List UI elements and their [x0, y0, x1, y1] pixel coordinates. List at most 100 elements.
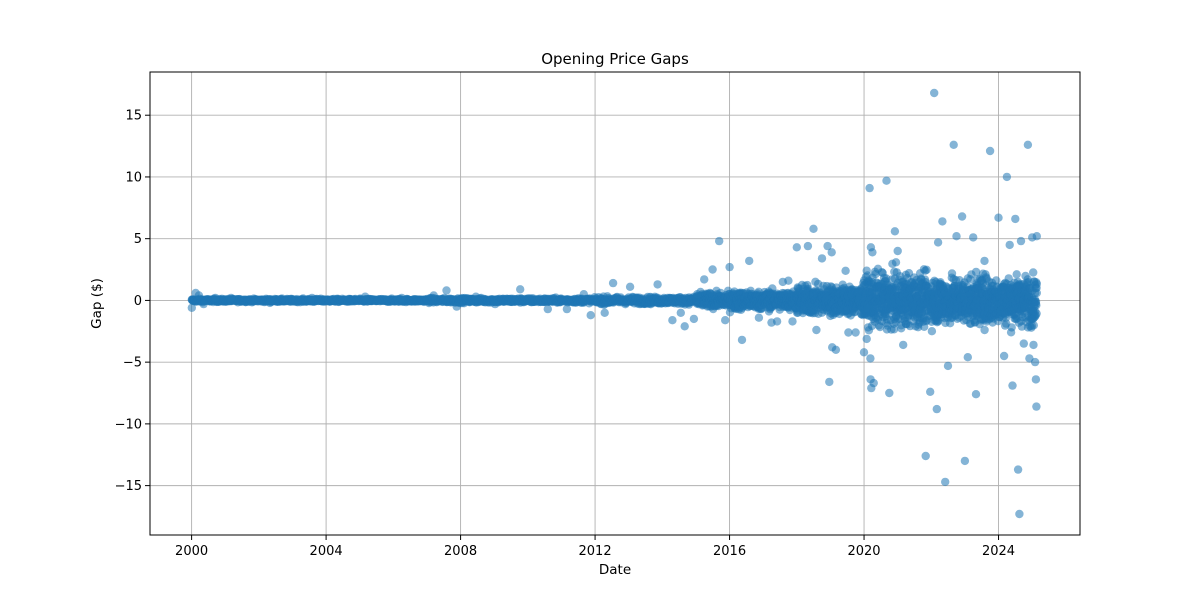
scatter-point — [788, 317, 797, 326]
scatter-point — [994, 213, 1003, 222]
scatter-point — [625, 282, 635, 291]
scatter-point — [745, 256, 754, 266]
x-tick-label: 2008 — [444, 544, 477, 559]
scatter-point — [608, 278, 618, 288]
scatter-point — [676, 308, 685, 317]
dense-points — [187, 258, 1042, 344]
scatter-point — [927, 327, 937, 336]
scatter-point — [809, 224, 818, 233]
scatter-point — [689, 314, 699, 324]
y-tick-label: 15 — [125, 109, 142, 124]
scatter-point — [1012, 270, 1021, 279]
scatter-point — [1002, 172, 1012, 182]
scatter-point — [957, 212, 967, 221]
scatter-point — [869, 378, 878, 388]
scatter-point — [680, 322, 689, 331]
scatter-point — [933, 238, 943, 247]
y-tick-label: 5 — [134, 232, 142, 247]
scatter-point — [851, 328, 860, 337]
scatter-point — [1032, 309, 1041, 318]
scatter-point — [471, 292, 481, 301]
scatter-point — [949, 140, 958, 149]
chart-title: Opening Price Gaps — [541, 50, 689, 68]
x-tick-label: 2000 — [175, 544, 208, 559]
scatter-point — [915, 269, 925, 278]
y-tick-label: −10 — [115, 417, 142, 432]
scatter-point — [226, 293, 236, 303]
scatter-point — [812, 325, 821, 335]
x-axis-title: Date — [599, 562, 631, 578]
scatter-point — [1032, 402, 1041, 411]
scatter-point — [1015, 509, 1024, 519]
scatter-point — [653, 280, 662, 289]
scatter-point — [516, 285, 525, 294]
scatter-point — [862, 334, 871, 344]
y-tick-label: −5 — [123, 356, 142, 371]
x-tick-label: 2004 — [310, 544, 343, 559]
scatter-point — [1032, 232, 1042, 241]
scatter-point — [1029, 268, 1038, 277]
scatter-point — [772, 317, 782, 326]
scatter-point — [452, 302, 461, 311]
scatter-point — [211, 293, 220, 303]
scatter-point — [980, 325, 989, 335]
scatter-point — [1032, 301, 1041, 310]
scatter-point — [700, 275, 709, 284]
scatter-point — [868, 248, 877, 257]
scatter-point — [1011, 214, 1020, 224]
scatter-point — [941, 477, 950, 487]
scatter-point — [827, 248, 836, 257]
scatter-point — [985, 146, 995, 156]
scatter-point — [960, 456, 970, 466]
scatter-point — [586, 311, 595, 320]
scatter-point — [265, 298, 275, 308]
scatter-point — [1013, 465, 1023, 474]
scatter-point — [844, 328, 853, 337]
scatter-point — [885, 388, 894, 398]
scatter-point — [952, 232, 961, 241]
scatter-point — [1016, 236, 1026, 246]
x-tick-label: 2016 — [713, 544, 746, 559]
scatter-point — [926, 387, 935, 396]
scatter-point — [1029, 340, 1038, 350]
scatter-point — [792, 243, 801, 252]
y-tick-label: −15 — [115, 479, 142, 494]
x-tick-label: 2012 — [579, 544, 612, 559]
scatter-point — [932, 404, 941, 414]
scatter-point — [737, 335, 747, 345]
scatter-point — [668, 316, 677, 325]
scatter-point — [859, 348, 869, 357]
scatter-point — [899, 340, 908, 350]
scatter-point — [397, 293, 406, 303]
y-tick-label: 0 — [134, 294, 142, 309]
scatter-point — [938, 217, 947, 226]
scatter-point — [980, 256, 989, 266]
scatter-point — [831, 345, 841, 354]
scatter-point — [442, 286, 451, 295]
scatter-point — [893, 246, 902, 256]
scatter-point — [1023, 140, 1033, 149]
scatter-point — [890, 227, 900, 236]
scatter-point — [429, 291, 438, 300]
scatter-point — [1005, 240, 1014, 250]
y-tick-label: 10 — [125, 170, 142, 185]
scatter-point — [725, 262, 734, 272]
scatter-point — [784, 276, 793, 285]
scatter-point — [721, 316, 730, 325]
scatter-point — [562, 304, 572, 314]
scatter-point — [971, 390, 981, 399]
scatter-point — [882, 176, 891, 185]
scatter-point — [889, 325, 899, 334]
scatter-point — [708, 265, 717, 274]
scatter-point — [361, 292, 370, 301]
scatter-point — [579, 290, 588, 299]
scatter-point — [825, 377, 834, 387]
scatter-point — [1032, 288, 1042, 298]
scatter-point — [930, 88, 939, 98]
scatter-point — [921, 451, 930, 461]
scatter-point — [891, 258, 901, 267]
scatter-point — [841, 266, 850, 275]
scatter-point — [969, 233, 978, 242]
scatter-point — [1032, 279, 1042, 289]
